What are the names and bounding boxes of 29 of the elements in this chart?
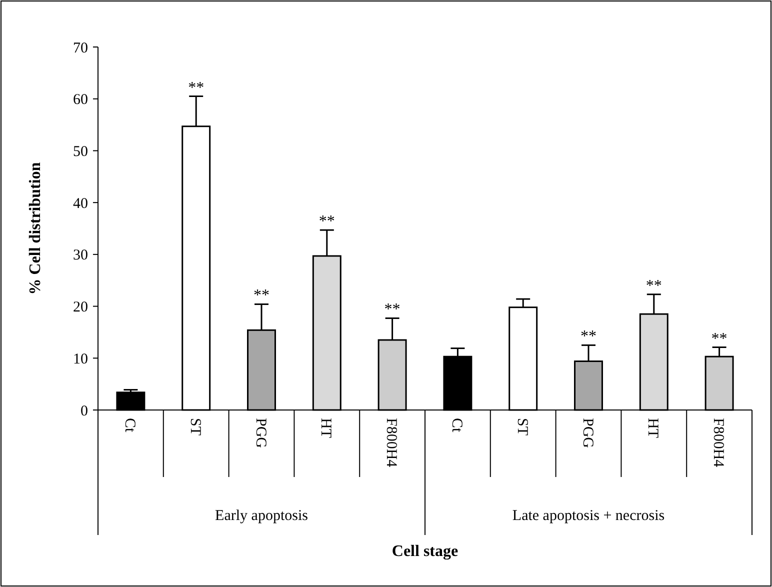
y-tick-label: 70 bbox=[73, 40, 88, 56]
x-tick-label: ST bbox=[514, 418, 530, 436]
x-tick-label: Ct bbox=[448, 418, 464, 434]
y-tick-label: 0 bbox=[80, 403, 88, 420]
x-axis-title: Cell stage bbox=[392, 543, 458, 560]
data-label: ** bbox=[646, 277, 662, 294]
data-label: ** bbox=[580, 328, 596, 346]
y-tick-label: 30 bbox=[73, 248, 88, 264]
x-tick-label: Ct bbox=[121, 418, 138, 434]
x-tick-label: PGG bbox=[252, 418, 268, 448]
text: Late apoptosis + necrosis bbox=[512, 508, 665, 524]
text: Early apoptosis bbox=[215, 508, 308, 524]
y-tick-label: 20 bbox=[73, 300, 88, 316]
data-label: ** bbox=[384, 301, 400, 318]
data-label: ** bbox=[188, 79, 204, 96]
data-label: ** bbox=[711, 330, 728, 348]
y-tick-label: 60 bbox=[73, 92, 88, 108]
x-tick-label: PGG bbox=[579, 418, 596, 448]
y-tick-label: 40 bbox=[73, 196, 88, 212]
y-tick-label: 10 bbox=[73, 351, 88, 368]
data-label: ** bbox=[318, 213, 335, 230]
x-tick-label: HT bbox=[644, 418, 661, 438]
x-tick-label: ST bbox=[186, 418, 203, 436]
x-tick-label: F800H4 bbox=[383, 418, 400, 468]
y-tick-label: 50 bbox=[73, 144, 88, 160]
x-tick-label: F800H4 bbox=[710, 418, 726, 468]
x-tick-label: HT bbox=[318, 418, 334, 438]
data-label: ** bbox=[254, 287, 270, 304]
y-axis-title: % Cell distribution bbox=[27, 162, 44, 295]
